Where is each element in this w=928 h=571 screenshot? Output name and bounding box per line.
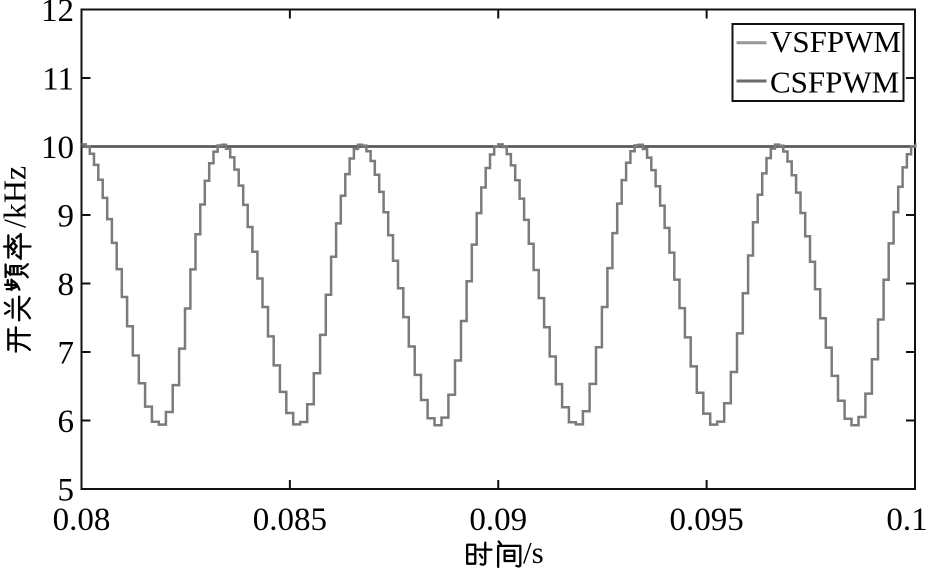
svg-text:9: 9: [58, 198, 75, 234]
svg-text:8: 8: [58, 267, 75, 303]
svg-text:12: 12: [41, 0, 74, 29]
svg-text:11: 11: [42, 61, 74, 97]
svg-text:0.085: 0.085: [253, 502, 327, 538]
svg-text:0.1: 0.1: [886, 502, 927, 538]
svg-text:0.09: 0.09: [469, 502, 527, 538]
svg-text:/kHz: /kHz: [0, 166, 33, 228]
svg-text:VSFPWM: VSFPWM: [770, 24, 901, 59]
svg-text:/s: /s: [523, 535, 544, 570]
svg-text:10: 10: [41, 130, 74, 166]
svg-text:CSFPWM: CSFPWM: [770, 65, 899, 100]
svg-text:7: 7: [58, 335, 75, 371]
svg-text:0.095: 0.095: [670, 502, 744, 538]
svg-text:5: 5: [58, 472, 75, 508]
svg-text:6: 6: [58, 404, 75, 440]
svg-text:0.08: 0.08: [53, 502, 111, 538]
